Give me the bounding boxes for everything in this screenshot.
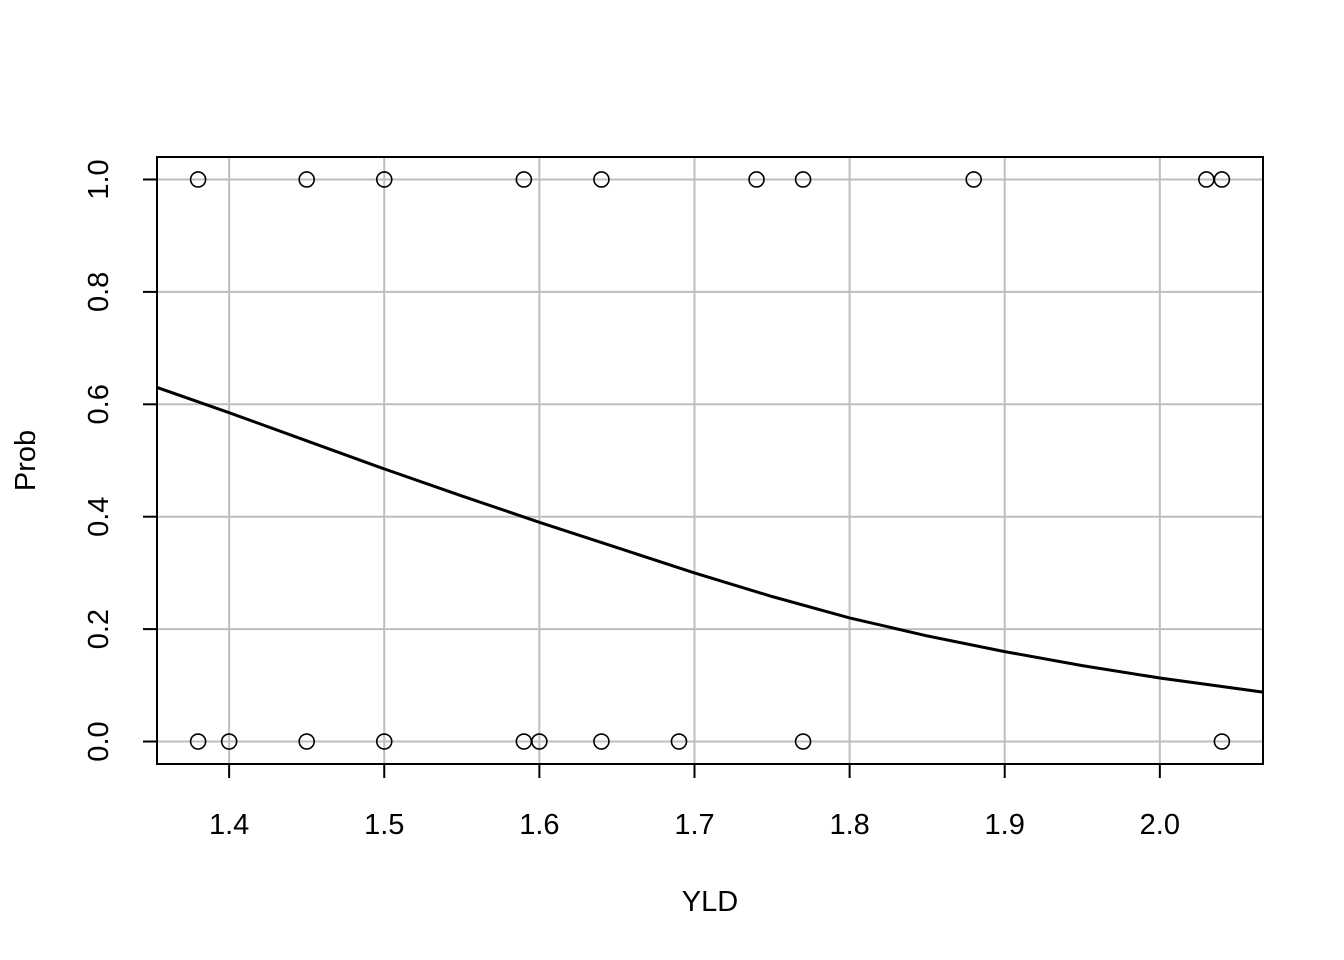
data-point: [375, 171, 393, 188]
data-point: [515, 171, 533, 188]
data-point: [965, 171, 983, 188]
y-tick-label: 1.0: [83, 159, 115, 199]
y-axis: 0.0 0.2 0.4 0.6 0.8 1.0: [83, 159, 157, 762]
x-tick-label: 1.8: [829, 809, 869, 841]
data-point: [1213, 171, 1231, 188]
y-axis-title: Prob: [10, 430, 42, 491]
plot-frame: [156, 156, 1264, 765]
data-point: [1213, 733, 1231, 750]
data-point: [531, 733, 548, 750]
x-tick-label: 1.7: [674, 809, 714, 841]
fitted-curve: [156, 385, 1264, 694]
data-point: [593, 733, 610, 750]
x-tick-label: 2.0: [1140, 809, 1180, 841]
x-tick-label: 1.9: [985, 809, 1025, 841]
x-axis: 1.4 1.5 1.6 1.7 1.8 1.9 2.0: [209, 764, 1180, 841]
fitted-curve-layer: [156, 385, 1264, 694]
grid: [157, 157, 1263, 764]
y-tick-label: 0.8: [83, 272, 115, 312]
y-tick-label: 0.6: [83, 384, 115, 424]
x-tick-label: 1.5: [364, 809, 404, 841]
data-point: [189, 733, 207, 750]
data-point: [220, 733, 238, 750]
y-tick-label: 0.2: [83, 609, 115, 649]
data-point: [794, 171, 812, 188]
x-tick-label: 1.4: [209, 809, 249, 841]
x-axis-title: YLD: [682, 886, 738, 918]
data-point: [593, 171, 610, 188]
data-point: [298, 733, 315, 750]
scatter-points: [189, 171, 1231, 750]
y-tick-label: 0.0: [83, 721, 115, 761]
data-point: [375, 733, 393, 750]
data-point: [189, 171, 207, 188]
data-point: [298, 171, 315, 188]
data-point: [794, 733, 812, 750]
x-tick-label: 1.6: [519, 809, 559, 841]
data-point: [670, 733, 688, 750]
data-point: [748, 171, 765, 188]
y-tick-label: 0.4: [83, 497, 115, 537]
